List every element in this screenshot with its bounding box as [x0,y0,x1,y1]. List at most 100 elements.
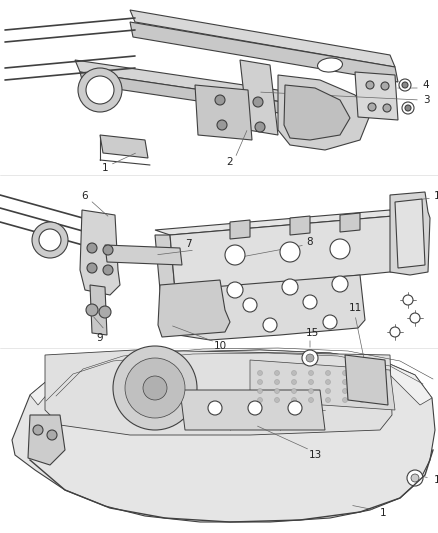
Circle shape [343,389,347,393]
Circle shape [243,298,257,312]
Circle shape [275,398,279,402]
Text: 6: 6 [82,191,88,201]
Circle shape [410,313,420,323]
Circle shape [263,318,277,332]
Circle shape [332,276,348,292]
Text: 9: 9 [97,333,103,343]
Circle shape [325,398,331,402]
Circle shape [377,389,381,393]
Polygon shape [105,245,182,265]
Circle shape [402,102,414,114]
Circle shape [87,263,97,273]
Circle shape [292,370,297,376]
Circle shape [292,389,297,393]
Text: 13: 13 [308,450,321,460]
Circle shape [33,425,43,435]
Circle shape [323,315,337,329]
Text: 10: 10 [213,341,226,351]
Polygon shape [195,85,252,140]
Circle shape [368,103,376,111]
Circle shape [125,358,185,418]
Circle shape [381,82,389,90]
Circle shape [275,370,279,376]
Circle shape [78,68,122,112]
Polygon shape [240,60,278,135]
Circle shape [208,401,222,415]
Circle shape [302,350,318,366]
Circle shape [282,279,298,295]
Polygon shape [45,350,392,435]
Circle shape [288,401,302,415]
Polygon shape [390,192,430,275]
Circle shape [325,370,331,376]
Text: 1: 1 [380,508,386,518]
Text: 15: 15 [305,328,318,338]
Circle shape [275,379,279,384]
Circle shape [343,398,347,402]
Polygon shape [155,210,405,235]
Circle shape [103,265,113,275]
Circle shape [113,346,197,430]
Circle shape [360,389,364,393]
Circle shape [215,95,225,105]
Text: 2: 2 [227,157,233,167]
Ellipse shape [318,58,343,72]
Circle shape [103,245,113,255]
Circle shape [383,104,391,112]
Circle shape [390,327,400,337]
Polygon shape [155,235,175,290]
Circle shape [377,379,381,384]
Circle shape [330,239,350,259]
Polygon shape [390,210,418,270]
Circle shape [366,81,374,89]
Circle shape [308,389,314,393]
Polygon shape [90,285,107,335]
Circle shape [275,389,279,393]
Polygon shape [250,360,395,410]
Circle shape [402,82,408,88]
Polygon shape [278,75,370,150]
Polygon shape [290,216,310,235]
Circle shape [225,245,245,265]
Circle shape [86,76,114,104]
Circle shape [325,379,331,384]
Circle shape [258,389,262,393]
Circle shape [255,122,265,132]
Circle shape [325,389,331,393]
Circle shape [343,379,347,384]
Polygon shape [80,210,120,295]
Polygon shape [170,215,410,290]
Polygon shape [75,60,350,112]
Text: 11: 11 [433,191,438,201]
Polygon shape [12,350,435,522]
Circle shape [360,398,364,402]
Circle shape [248,401,262,415]
Polygon shape [395,199,425,268]
Circle shape [258,379,262,384]
Polygon shape [158,280,230,337]
Circle shape [399,79,411,91]
Circle shape [253,97,263,107]
Circle shape [411,474,419,482]
Circle shape [377,398,381,402]
Circle shape [32,222,68,258]
Text: 1: 1 [102,163,108,173]
Text: 4: 4 [423,80,429,90]
Circle shape [343,370,347,376]
Circle shape [292,398,297,402]
Polygon shape [30,350,432,405]
Circle shape [377,370,381,376]
Text: 7: 7 [185,239,191,249]
Circle shape [217,120,227,130]
Polygon shape [130,22,398,82]
Circle shape [99,306,111,318]
Polygon shape [230,220,250,239]
Circle shape [47,430,57,440]
Circle shape [407,470,423,486]
Circle shape [308,379,314,384]
Circle shape [143,376,167,400]
Polygon shape [345,355,388,405]
Circle shape [303,295,317,309]
Text: 11: 11 [348,303,362,313]
Circle shape [360,370,364,376]
